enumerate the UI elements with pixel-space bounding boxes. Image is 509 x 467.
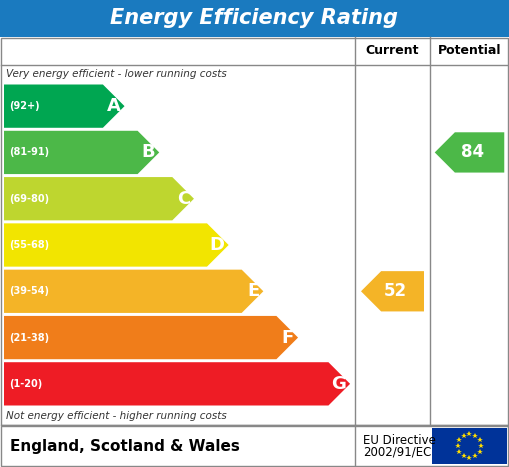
Text: E: E [247, 282, 260, 300]
Text: Not energy efficient - higher running costs: Not energy efficient - higher running co… [6, 411, 227, 421]
Text: Current: Current [366, 44, 419, 57]
Text: A: A [107, 97, 121, 115]
Text: 2002/91/EC: 2002/91/EC [363, 446, 431, 459]
Text: EU Directive: EU Directive [363, 433, 436, 446]
Polygon shape [4, 177, 194, 220]
Text: (55-68): (55-68) [9, 240, 49, 250]
Polygon shape [4, 269, 263, 313]
Text: (81-91): (81-91) [9, 148, 49, 157]
Text: F: F [282, 329, 294, 347]
Text: (69-80): (69-80) [9, 194, 49, 204]
Text: (1-20): (1-20) [9, 379, 42, 389]
Text: (21-38): (21-38) [9, 333, 49, 343]
Polygon shape [4, 316, 298, 359]
Polygon shape [435, 132, 504, 173]
Text: (39-54): (39-54) [9, 286, 49, 296]
Text: B: B [142, 143, 155, 162]
Polygon shape [4, 85, 125, 128]
Bar [432, 428, 507, 464]
Polygon shape [4, 223, 229, 267]
Text: England, Scotland & Wales: England, Scotland & Wales [10, 439, 240, 453]
Text: (92+): (92+) [9, 101, 40, 111]
Polygon shape [4, 131, 159, 174]
Text: G: G [331, 375, 346, 393]
Text: 52: 52 [384, 282, 407, 300]
Bar [1, 38, 508, 425]
Text: Very energy efficient - lower running costs: Very energy efficient - lower running co… [6, 69, 227, 79]
Text: C: C [177, 190, 190, 208]
Polygon shape [361, 271, 424, 311]
Text: D: D [210, 236, 224, 254]
Bar [0, 0, 509, 37]
Text: 84: 84 [462, 143, 485, 162]
Polygon shape [4, 362, 350, 405]
Text: Energy Efficiency Rating: Energy Efficiency Rating [110, 8, 399, 28]
Text: Potential: Potential [438, 44, 501, 57]
Bar [1, 426, 508, 466]
